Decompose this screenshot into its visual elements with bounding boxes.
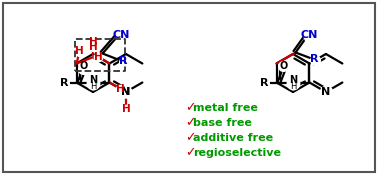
Text: metal free: metal free [193,103,258,113]
Text: O: O [79,61,88,71]
Text: H: H [290,82,297,91]
Text: R: R [260,78,269,88]
Text: H: H [122,104,130,114]
Text: O: O [279,61,288,71]
Text: ✓: ✓ [185,131,195,145]
Bar [74,39,124,71]
Text: additive free: additive free [193,133,273,143]
Text: H: H [94,51,103,61]
Text: regioselective: regioselective [193,148,281,158]
Text: ✓: ✓ [185,117,195,130]
Text: R: R [119,57,128,66]
Text: N: N [290,75,297,85]
Text: base free: base free [193,118,252,128]
Text: H: H [89,41,98,51]
Text: N: N [321,87,330,97]
Text: N: N [121,87,130,97]
Text: CN: CN [301,30,318,40]
Text: ✓: ✓ [185,102,195,114]
Text: N: N [121,87,130,97]
Text: H: H [75,47,84,57]
Text: CN: CN [113,30,130,40]
Text: N: N [89,75,98,85]
Text: R: R [60,78,69,88]
Text: H: H [90,82,97,91]
Text: H: H [116,83,125,93]
Text: ✓: ✓ [185,146,195,159]
Text: H: H [88,37,98,47]
Text: R: R [310,54,319,65]
